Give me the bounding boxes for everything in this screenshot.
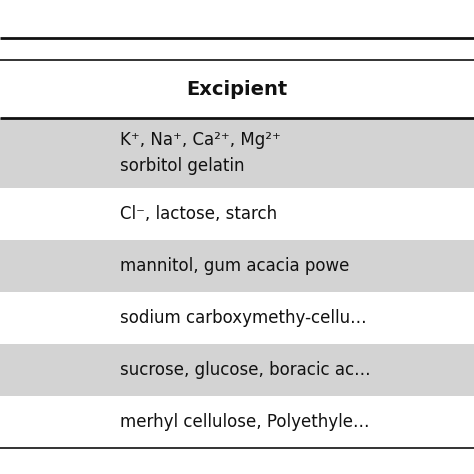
Bar: [0, 344, 474, 396]
Text: Cl⁻, lactose, starch: Cl⁻, lactose, starch: [120, 205, 277, 223]
Bar: [0, 118, 474, 188]
Text: merhyl cellulose, Polyethyle…: merhyl cellulose, Polyethyle…: [120, 413, 370, 431]
Text: sorbitol gelatin: sorbitol gelatin: [120, 157, 245, 175]
Text: sucrose, glucose, boracic ac…: sucrose, glucose, boracic ac…: [120, 361, 371, 379]
Text: Excipient: Excipient: [186, 80, 288, 99]
Text: mannitol, gum acacia powe: mannitol, gum acacia powe: [120, 257, 349, 275]
Text: K⁺, Na⁺, Ca²⁺, Mg²⁺: K⁺, Na⁺, Ca²⁺, Mg²⁺: [120, 131, 281, 149]
Text: sodium carboxymethy-cellu…: sodium carboxymethy-cellu…: [120, 309, 366, 327]
Bar: [0, 240, 474, 292]
